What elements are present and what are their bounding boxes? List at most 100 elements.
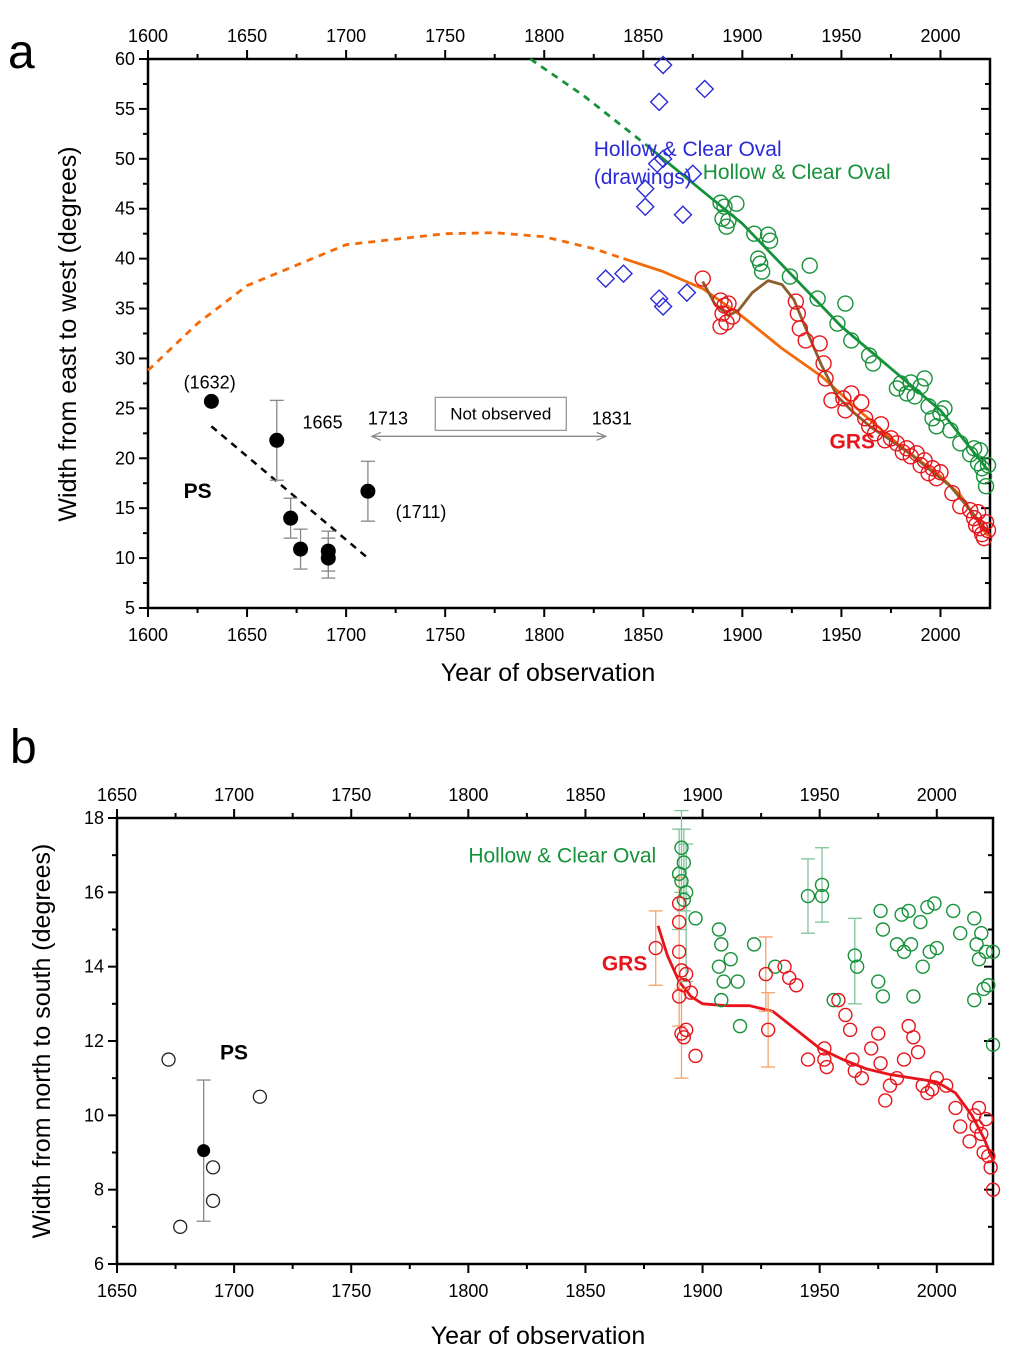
point-grs	[920, 465, 937, 482]
x-tick-label-bottom: 1800	[448, 1281, 488, 1301]
x-tick-label-top: 2000	[920, 26, 960, 46]
axes-a: 1600 1600 1650 1650 1700 1700 1750 1750 1800 1800…	[115, 26, 990, 645]
point-grs	[714, 305, 731, 322]
point-hollow-clear-oval	[860, 347, 878, 364]
y-tick-label: 10	[115, 548, 135, 568]
point-hollow-clear-oval	[912, 378, 929, 395]
point-grs	[760, 1022, 776, 1038]
point-grs	[967, 516, 985, 534]
fit-line-grs-smoothed	[701, 279, 990, 533]
point-ps-individual	[161, 1052, 176, 1067]
x-tick-label-top: 1800	[448, 785, 488, 805]
point-hollow-clear-oval	[913, 914, 928, 930]
point-grs	[671, 896, 687, 911]
point-hollow-clear-oval	[945, 903, 961, 919]
point-grs	[889, 1070, 905, 1086]
point-grs	[915, 1078, 930, 1093]
annotations-a: (1632) 1665 (1711) PS GRS Hollow & Clear Oval…	[184, 138, 891, 522]
y-tick-label: 30	[115, 348, 135, 368]
point-ps	[269, 432, 285, 448]
point-grs	[694, 270, 711, 287]
point-hollow-clear-oval	[809, 290, 826, 307]
point-grs	[976, 1145, 991, 1160]
x-tick-label-bottom: 1600	[128, 625, 168, 645]
point-hollow-clear-oval	[837, 295, 854, 312]
point-hollow-clear-oval	[711, 922, 727, 937]
point-grs	[882, 430, 900, 447]
point-hollow-clear-oval	[920, 398, 937, 415]
x-tick-label-top: 1850	[565, 785, 605, 805]
point-grs	[944, 485, 961, 502]
point-grs	[983, 1160, 998, 1175]
fit-line-grs-fit	[623, 257, 990, 537]
point-hollow-clear-oval	[942, 422, 959, 439]
point-hollow-clear-oval	[924, 410, 941, 427]
point-hollow-clear-oval	[720, 212, 737, 229]
point-grs	[758, 966, 774, 982]
point-grs	[932, 464, 949, 481]
panel-b: b 1650 1650 1700 1700 1750 1750 1800 1800 1850 18…	[10, 721, 1001, 1350]
fit-line-ps-trend	[210, 425, 369, 560]
point-hollow-clear-oval	[864, 355, 882, 372]
annotation-hollow-clear-oval: Hollow & Clear Oval	[703, 161, 891, 184]
annotation-1632: (1632)	[184, 372, 236, 392]
x-tick-label-top: 1750	[425, 26, 465, 46]
point-grs	[906, 1030, 921, 1045]
y-tick-label: 35	[115, 299, 135, 319]
point-hollow-clear-oval	[873, 903, 888, 919]
point-ps	[320, 550, 336, 566]
point-grs	[823, 392, 840, 409]
x-tick-label-bottom: 1950	[800, 1281, 840, 1301]
point-hollow-clear-oval	[985, 944, 1001, 959]
y-tick-label: 40	[115, 249, 135, 269]
plot-frame-a	[146, 57, 992, 610]
point-hollow-clear-oval	[814, 888, 830, 904]
point-hollow-clear-oval	[888, 380, 906, 397]
point-hollow-clear-oval	[767, 959, 783, 974]
point-grs	[819, 1059, 834, 1075]
point-grs	[787, 293, 805, 310]
point-hollow-clear-oval	[901, 903, 916, 919]
point-hollow-clear-oval-drawings	[649, 92, 669, 112]
point-hollow-clear-oval	[906, 989, 921, 1004]
point-grs	[882, 1078, 898, 1093]
y-tick-label: 25	[115, 398, 135, 418]
y-tick-label: 50	[115, 149, 135, 169]
point-hollow-clear-oval-drawings	[596, 269, 616, 289]
point-grs	[888, 435, 906, 452]
x-tick-label-bottom: 1950	[821, 625, 861, 645]
not-observed-label: Not observed	[450, 404, 551, 423]
point-grs	[896, 1052, 912, 1067]
x-tick-label-bottom: 1850	[623, 625, 663, 645]
annotation-ps: PS	[220, 1042, 248, 1065]
point-hollow-clear-oval	[967, 911, 982, 926]
point-grs	[831, 992, 846, 1008]
y-tick-label: 6	[94, 1254, 104, 1274]
y-axis-label-a: Width from east to west (degrees)	[54, 146, 82, 521]
point-grs	[873, 1056, 888, 1071]
y-tick-label: 10	[84, 1105, 104, 1125]
point-hollow-clear-oval	[953, 926, 968, 941]
point-hollow-clear-oval	[898, 385, 915, 402]
x-tick-label-bottom: 1750	[331, 1281, 371, 1301]
point-grs	[720, 295, 737, 312]
point-hollow-clear-oval	[894, 907, 909, 922]
point-grs	[854, 1070, 870, 1086]
point-grs	[678, 966, 694, 982]
y-tick-label: 12	[84, 1031, 104, 1051]
point-grs	[894, 444, 912, 461]
point-grs	[724, 308, 741, 325]
x-tick-label-bottom: 1850	[565, 1281, 605, 1301]
point-hollow-clear-oval	[975, 468, 993, 485]
y-tick-label: 14	[84, 957, 104, 977]
point-hollow-clear-oval	[889, 937, 905, 952]
point-hollow-clear-oval	[826, 992, 841, 1008]
point-hollow-clear-oval	[761, 232, 779, 249]
point-hollow-clear-oval-drawings	[673, 205, 693, 225]
x-tick-label-bottom: 1900	[683, 1281, 723, 1301]
point-hollow-clear-oval-drawings	[635, 197, 655, 217]
x-tick-label-top: 1700	[214, 785, 254, 805]
point-hollow-clear-oval-drawings	[677, 283, 697, 303]
annotation-drawings: (drawings)	[594, 166, 692, 189]
x-tick-label-bottom: 1650	[97, 1281, 137, 1301]
